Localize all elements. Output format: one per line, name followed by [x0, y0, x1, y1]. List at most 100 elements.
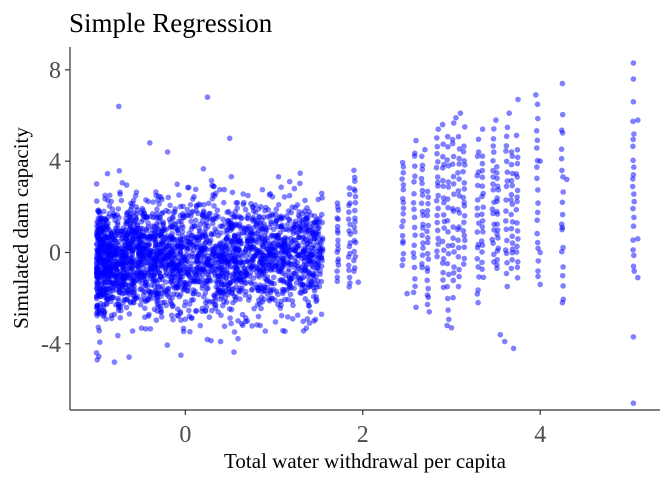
- data-point-2670: [400, 163, 407, 170]
- data-point-2920: [503, 148, 509, 154]
- data-point-2329: [131, 289, 138, 296]
- data-point-2592: [221, 289, 228, 296]
- data-point-1382: [194, 278, 201, 285]
- data-point-2624: [347, 250, 353, 257]
- data-point-1166: [101, 208, 107, 215]
- data-point-2825: [461, 199, 467, 206]
- data-point-1113: [239, 230, 246, 236]
- data-point-1408: [278, 312, 285, 319]
- data-point-2965: [534, 230, 540, 237]
- data-point-3024: [311, 318, 317, 324]
- data-point-1034: [257, 225, 264, 232]
- data-point-2593: [159, 299, 166, 306]
- data-point-2684: [411, 191, 417, 197]
- data-point-2206: [224, 270, 231, 276]
- data-point-1225: [304, 316, 311, 322]
- data-point-2673: [412, 283, 418, 290]
- data-point-2192: [154, 298, 160, 305]
- data-point-3005: [631, 191, 637, 197]
- data-point-1655: [199, 282, 206, 289]
- data-point-1656: [265, 207, 272, 213]
- data-point-2931: [509, 219, 516, 225]
- data-point-2631: [346, 209, 352, 215]
- data-point-2453: [261, 267, 267, 273]
- data-point-3052: [630, 76, 637, 82]
- data-point-2864: [480, 190, 487, 197]
- data-point-941: [217, 186, 223, 193]
- data-point-2579: [229, 257, 235, 264]
- data-point-2774: [445, 184, 452, 190]
- data-point-2543: [128, 214, 134, 221]
- data-point-3046: [515, 96, 521, 103]
- data-point-3030: [413, 137, 419, 144]
- data-point-2817: [461, 255, 468, 262]
- data-point-1516: [102, 192, 108, 199]
- data-point-2923: [504, 124, 511, 131]
- data-point-1811: [184, 282, 190, 288]
- data-point-1616: [238, 320, 245, 327]
- data-point-2406: [94, 274, 100, 281]
- y-tick-label-0: -4: [41, 332, 61, 358]
- data-point-1740: [184, 235, 191, 241]
- data-point-2461: [213, 278, 220, 285]
- data-point-1957: [316, 215, 323, 222]
- data-point-2302: [236, 221, 243, 227]
- data-point-2222: [284, 213, 290, 219]
- data-point-2334: [94, 268, 101, 274]
- data-point-180: [258, 305, 264, 312]
- data-point-3045: [510, 345, 517, 352]
- data-point-52: [147, 326, 154, 332]
- data-point-461: [246, 294, 253, 300]
- data-point-2264: [120, 300, 126, 306]
- data-point-1246: [201, 201, 207, 208]
- data-point-914: [307, 309, 314, 315]
- data-point-2585: [285, 244, 292, 250]
- data-point-2790: [451, 191, 457, 197]
- data-point-880: [294, 312, 301, 319]
- data-point-3013: [630, 118, 636, 125]
- data-point-339: [184, 206, 191, 213]
- data-point-2400: [108, 198, 115, 205]
- data-point-2477: [162, 288, 168, 295]
- data-point-2002: [135, 268, 141, 275]
- data-point-2501: [169, 224, 176, 230]
- data-point-2827: [461, 186, 468, 192]
- data-point-3033: [439, 121, 446, 128]
- data-point-2890: [494, 256, 501, 263]
- data-point-2599: [93, 295, 100, 302]
- data-point-2845: [474, 197, 481, 203]
- data-point-1921: [310, 231, 316, 238]
- data-point-2122: [129, 251, 136, 257]
- data-point-1058: [115, 206, 122, 212]
- data-point-1404: [295, 229, 302, 236]
- data-point-2948: [514, 228, 521, 234]
- data-point-2829: [460, 168, 466, 175]
- data-point-2663: [400, 205, 407, 212]
- data-point-2236: [219, 249, 226, 256]
- data-point-2930: [508, 225, 515, 232]
- data-point-764: [251, 305, 257, 312]
- data-point-2393: [113, 232, 120, 238]
- data-point-1455: [286, 217, 293, 223]
- data-point-1291: [126, 311, 133, 317]
- data-point-2562: [314, 239, 320, 246]
- data-point-2601: [334, 274, 341, 281]
- data-point-2486: [306, 270, 313, 277]
- data-point-1990: [94, 219, 100, 225]
- data-point-2671: [399, 159, 406, 166]
- data-point-2492: [210, 248, 217, 254]
- data-point-2884: [491, 149, 497, 155]
- data-point-1626: [292, 237, 299, 244]
- data-point-2340: [180, 328, 187, 335]
- data-point-2728: [435, 241, 442, 247]
- data-point-2699: [419, 208, 426, 215]
- data-point-2012: [258, 294, 265, 301]
- data-point-132: [290, 316, 296, 322]
- data-point-2869: [479, 153, 486, 159]
- data-point-3036: [453, 115, 459, 121]
- data-point-2964: [534, 239, 541, 246]
- data-point-1982: [192, 186, 199, 193]
- data-point-2559: [105, 275, 112, 282]
- data-point-666: [193, 307, 199, 314]
